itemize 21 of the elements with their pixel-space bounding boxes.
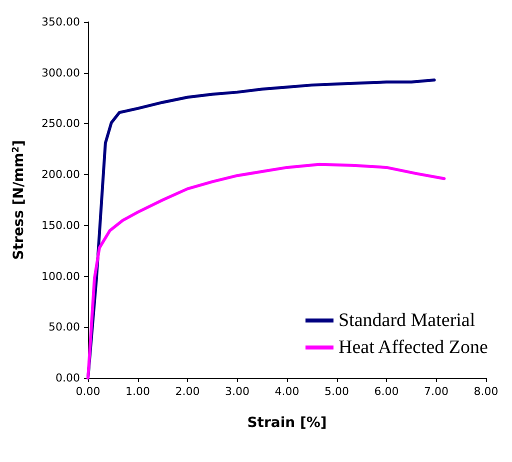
x-tick-label: 7.00 xyxy=(424,385,448,398)
legend-label: Standard Material xyxy=(338,310,476,331)
y-tick-label: 150.00 xyxy=(42,218,80,232)
x-tick-label: 2.00 xyxy=(175,385,200,398)
x-tick-label: 3.00 xyxy=(225,385,250,398)
x-tick-label: 4.00 xyxy=(274,385,300,398)
x-tick-label: 1.00 xyxy=(126,385,150,398)
legend-label: Heat Affected Zone xyxy=(338,337,488,358)
y-tick-label: 100.00 xyxy=(42,270,80,283)
y-tick-label: 0.00 xyxy=(56,372,80,384)
x-tick-label: 8.00 xyxy=(474,385,498,398)
y-tick-label: 200.00 xyxy=(42,168,80,182)
y-tick-label: 350.00 xyxy=(42,16,80,28)
x-tick-label: 0.00 xyxy=(76,385,100,398)
x-tick-label: 5.00 xyxy=(324,385,349,398)
y-tick-label: 250.00 xyxy=(42,117,80,130)
y-tick-label: 50.00 xyxy=(48,320,80,334)
y-axis-title: Stress [N/mm2] xyxy=(11,140,27,260)
x-axis-title: Strain [%] xyxy=(247,415,327,431)
y-tick-label: 300.00 xyxy=(42,66,80,80)
x-tick-label: 6.00 xyxy=(374,385,399,398)
